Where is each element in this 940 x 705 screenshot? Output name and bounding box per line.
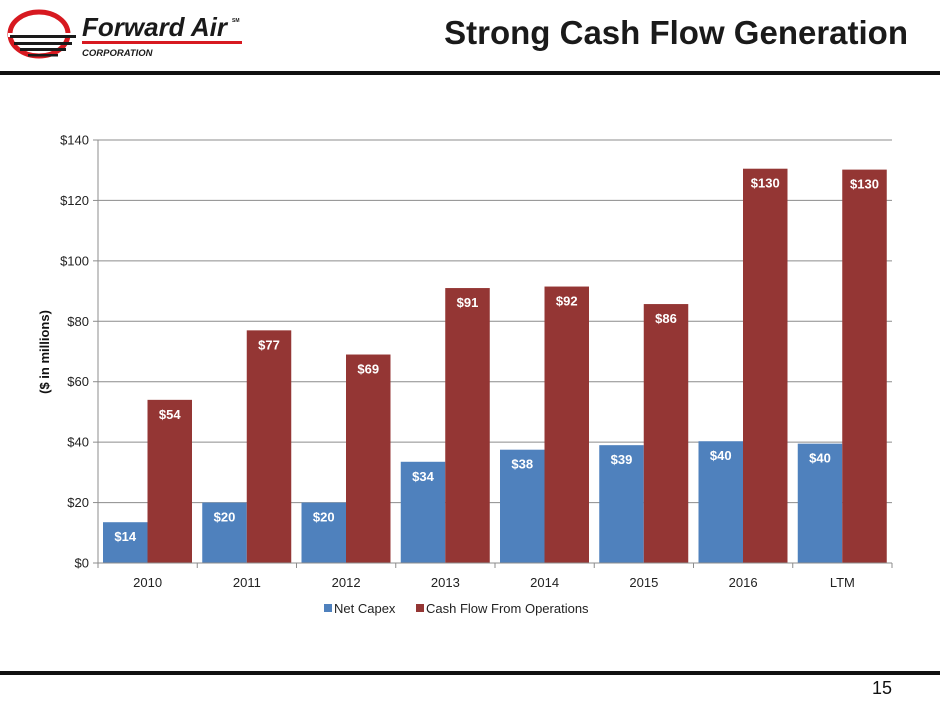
y-tick-label: $80 [67,314,89,329]
bar-cash-flow-2014 [544,286,589,563]
data-label: $39 [611,452,633,467]
data-label: $38 [511,457,533,472]
x-tick-label: 2015 [629,575,658,590]
data-label: $40 [710,448,732,463]
bars [103,168,887,564]
x-tick-label: 2014 [530,575,559,590]
logo-wordmark: Forward Air [82,12,229,42]
y-tick-label: $0 [75,556,89,571]
x-tick-label: 2016 [729,575,758,590]
labels: $14 $54 $20 $77 $20 $69 $34 $91 $38 $92 $39 $86 $40 $… [114,176,879,545]
bar-net-capex-ltm [797,443,843,563]
data-label: $92 [556,294,578,309]
logo-emblem-icon [7,9,78,59]
bar-cash-flow-2010 [147,399,192,563]
data-label: $54 [159,407,181,422]
forward-air-logo: Forward Air SM CORPORATION [7,9,242,59]
footer-divider [0,671,940,675]
data-label: $69 [357,362,379,377]
y-tick-label: $140 [60,133,89,148]
bar-cash-flow-2016 [743,168,788,564]
y-tick-label: $100 [60,253,89,268]
logo-trademark: SM [232,18,240,24]
data-label: $130 [850,177,879,192]
bar-cash-flow-2012 [346,354,391,563]
data-label: $40 [809,451,831,466]
page-number: 15 [871,678,892,698]
y-tick-label: $20 [67,495,89,510]
bar-cash-flow-ltm [842,169,887,564]
bar-net-capex-2016 [698,441,743,563]
y-axis-title: ($ in millions) [37,310,52,394]
data-label: $20 [313,510,335,525]
y-tick-label: $60 [67,374,89,389]
bar-net-capex-2012 [301,502,346,563]
logo-subtitle: CORPORATION [82,48,154,59]
data-label: $86 [655,311,677,326]
data-label: $77 [258,337,280,352]
legend-swatch [416,604,424,612]
bar-net-capex-2014 [500,449,545,563]
data-label: $34 [412,469,434,484]
x-tick-label: 2012 [332,575,361,590]
data-label: $20 [214,510,236,525]
data-label: $14 [114,529,136,544]
legend-swatch [324,604,332,612]
legend: Net Capex Cash Flow From Operations [324,601,589,616]
bar-net-capex-2011 [202,502,247,563]
bar-net-capex-2013 [400,461,446,563]
page-title: Strong Cash Flow Generation [444,14,908,51]
x-tick-label: 2010 [133,575,162,590]
bar-cash-flow-2011 [246,330,292,563]
bar-cash-flow-2013 [445,288,490,563]
legend-label: Net Capex [334,601,396,616]
logo-underline [82,41,242,44]
legend-label: Cash Flow From Operations [426,601,589,616]
bar-net-capex-2010 [103,522,148,563]
data-label: $91 [457,295,479,310]
bar-cash-flow-2015 [643,304,689,563]
x-tick-label: 2013 [431,575,460,590]
x-tick-label: LTM [830,575,855,590]
x-tick-label: 2011 [233,575,261,590]
axes: $0 $20 $40 $60 $80 $100 $120 $140 2010 2011 2012 20… [60,133,893,590]
y-tick-label: $120 [60,193,89,208]
bar-net-capex-2015 [599,445,644,563]
y-tick-label: $40 [67,435,89,450]
header-divider [0,71,940,75]
data-label: $130 [751,176,780,191]
